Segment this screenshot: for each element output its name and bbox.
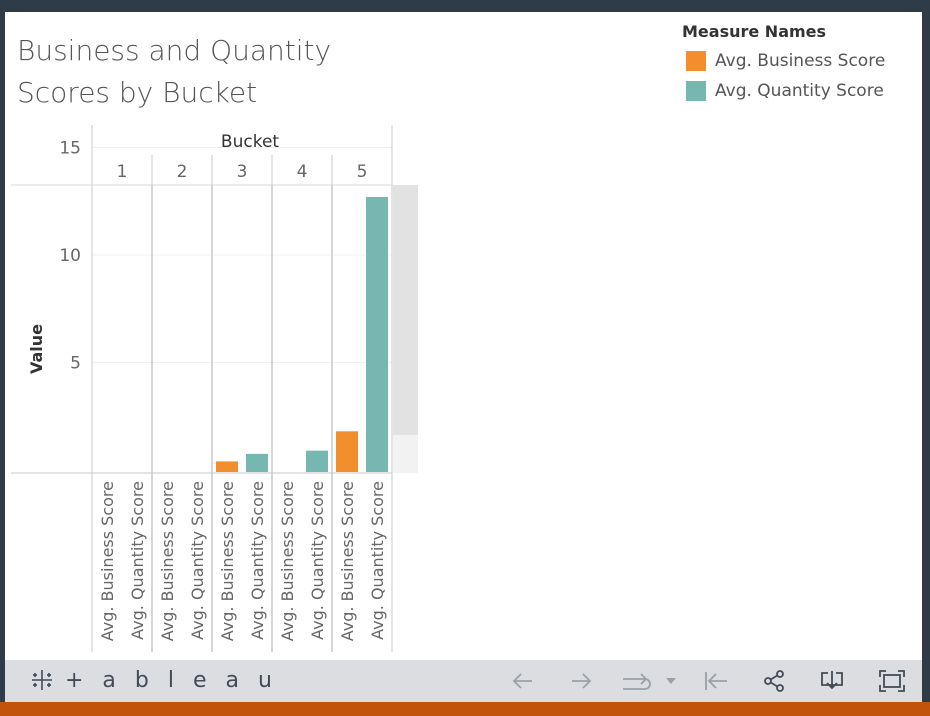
bucket-label: 2 [177,162,188,182]
x-category-label: Avg. Quantity Score [128,481,147,640]
reset-button[interactable] [701,667,731,695]
bucket-label: 5 [357,162,368,182]
scrollbar-track [393,185,418,435]
share-icon [764,670,784,692]
legend-label-quantity: Avg. Quantity Score [715,81,884,101]
tableau-plus-icon [32,670,52,690]
y-tick-label: 10 [59,246,81,266]
dashboard-frame: Business and Quantity Scores by Bucket M… [5,12,922,660]
bar [366,196,388,472]
bucket-label: 1 [117,162,128,182]
chart-title: Business and Quantity Scores by Bucket [17,34,332,109]
column-header-title: Bucket [221,132,279,152]
legend-title: Measure Names [682,22,827,41]
legend-swatch-business [686,51,706,71]
redo-icon [572,673,592,689]
bucket-label: 3 [237,162,248,182]
reset-icon [705,672,727,690]
x-category-label: Avg. Business Score [158,481,177,641]
fullscreen-button[interactable] [877,667,907,695]
revert-button[interactable] [617,667,657,695]
legend-item-quantity[interactable]: Avg. Quantity Score [686,80,884,102]
y-tick-label: 5 [70,354,81,374]
bottom-accent-bar [0,702,930,716]
bar [306,450,328,472]
bar-chart: 5 10 15 Bucket Value 1 Avg. Business Score Avg.… [11,125,418,652]
bucket-label: 4 [297,162,308,182]
x-category-label: Avg. Business Score [98,481,117,641]
revert-dropdown-button[interactable] [661,667,681,695]
y-axis-label: Value [27,324,46,374]
undo-icon [512,673,532,689]
legend-item-business[interactable]: Avg. Business Score [686,50,885,72]
x-category-label: Avg. Business Score [338,481,357,641]
y-tick-label: 15 [59,139,81,159]
legend-label-business: Avg. Business Score [715,51,886,71]
x-category-label: Avg. Quantity Score [308,481,327,640]
fullscreen-icon [879,670,905,692]
x-category-label: Avg. Quantity Score [188,481,207,640]
tableau-wordmark: + a b l e a u [65,667,278,693]
download-button[interactable] [817,667,847,695]
x-category-label: Avg. Business Score [278,481,297,641]
scrollbar-thumb [393,435,418,473]
viz-toolbar: + a b l e a u [5,660,922,702]
bar [336,431,358,472]
bar [216,461,238,472]
bar [246,453,268,472]
download-icon [821,671,843,690]
x-category-label: Avg. Business Score [218,481,237,641]
dropdown-arrow-icon [666,678,676,684]
x-category-label: Avg. Quantity Score [368,481,387,640]
undo-button[interactable] [508,667,538,695]
tableau-logo[interactable]: + a b l e a u [29,667,278,693]
x-category-label: Avg. Quantity Score [248,481,267,640]
revert-icon [623,673,651,690]
redo-button[interactable] [566,667,596,695]
share-button[interactable] [759,667,789,695]
legend-swatch-quantity [686,81,706,101]
